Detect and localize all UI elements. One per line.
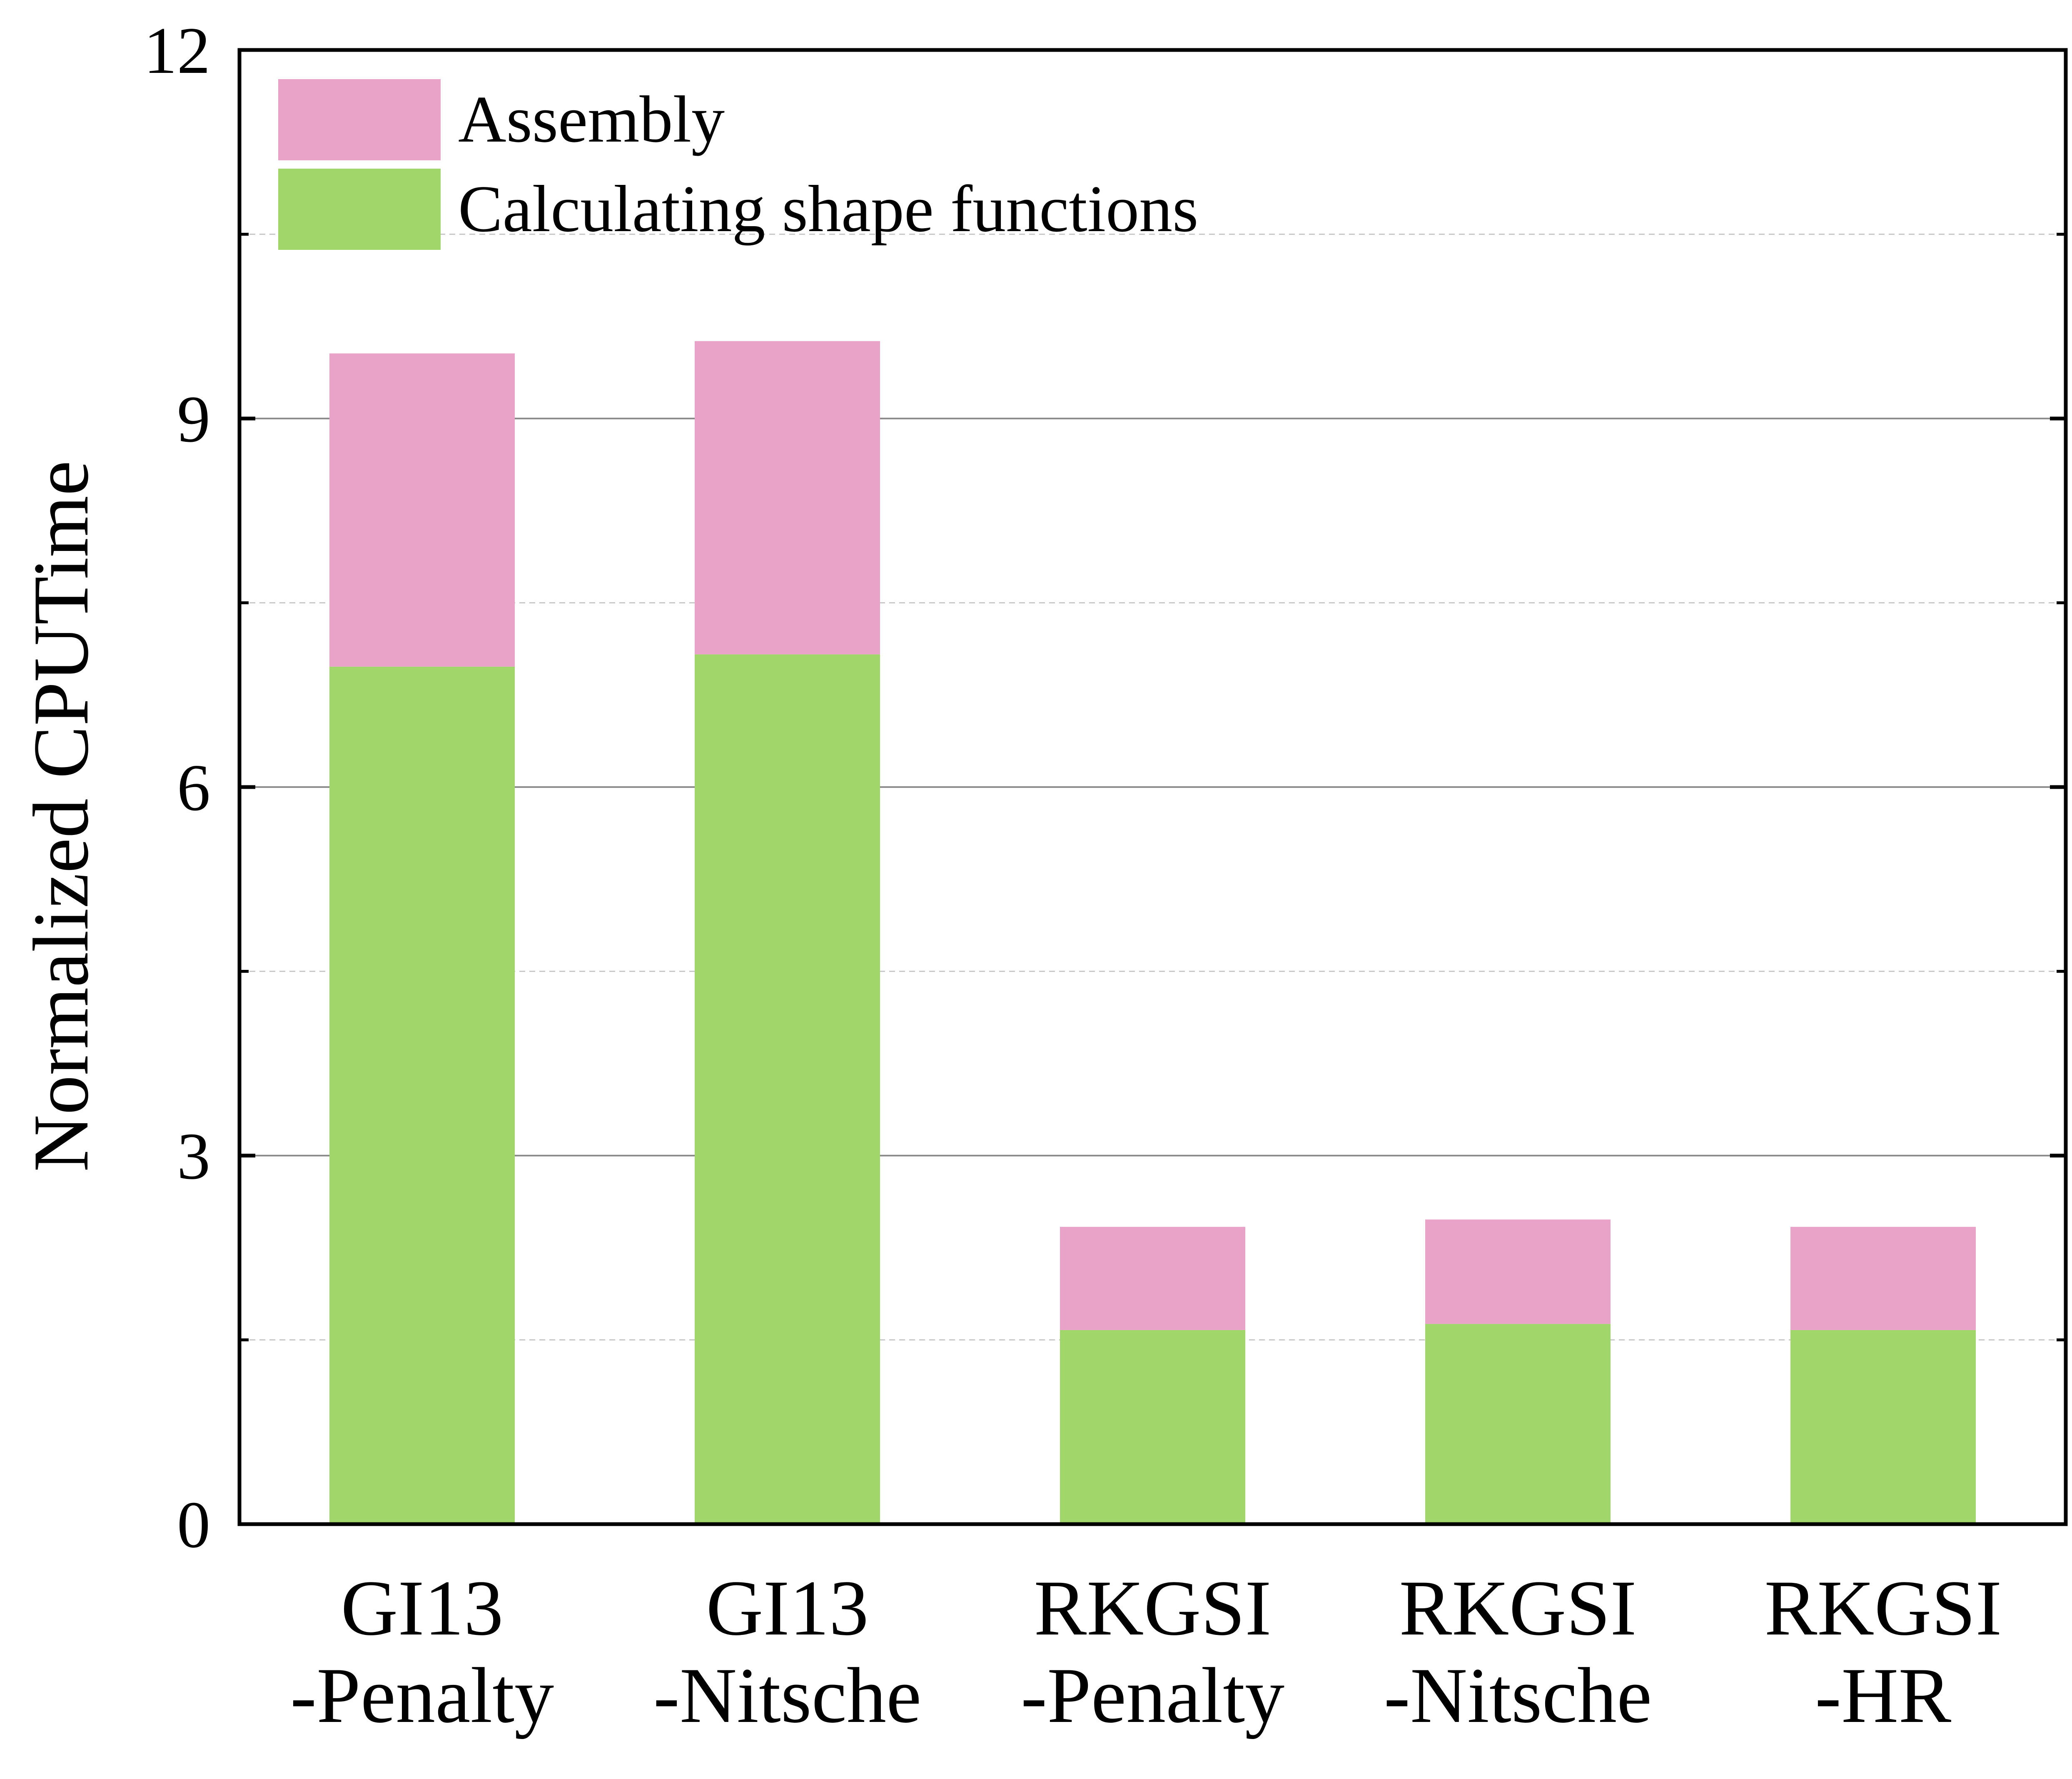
bar-segment [1425, 1324, 1611, 1524]
legend-swatch [278, 79, 441, 160]
bar-segment [1425, 1219, 1611, 1324]
x-tick-label: -Penalty [290, 1652, 554, 1739]
bar-segment [1790, 1227, 1976, 1330]
y-tick-label: 9 [177, 382, 210, 456]
legend: Assembly Calculating shape functions [278, 79, 1198, 250]
x-tick-label: -Nitsche [653, 1652, 922, 1739]
legend-label: Calculating shape functions [458, 172, 1198, 246]
bars-layer [329, 341, 1976, 1525]
x-tick-label: RKGSI [1764, 1565, 2002, 1652]
y-axis-label: Normalized CPUTime [17, 461, 105, 1172]
y-tick-label: 12 [144, 13, 210, 87]
x-tick-label: RKGSI [1399, 1565, 1636, 1652]
x-tick-label: GI13 [341, 1565, 503, 1652]
bar-segment [695, 654, 880, 1525]
legend-swatch [278, 169, 441, 250]
x-tick-label: -Nitsche [1384, 1652, 1652, 1739]
bar-segment [329, 666, 515, 1525]
axes-layer: GI13-PenaltyGI13-NitscheRKGSI-PenaltyRKG… [144, 13, 2068, 1739]
bar-segment [695, 341, 880, 655]
y-tick-label: 6 [177, 750, 210, 825]
bar-segment [1060, 1330, 1245, 1524]
bar-segment [1060, 1227, 1245, 1330]
grid-layer [239, 234, 2066, 1340]
bar-segment [1790, 1330, 1976, 1524]
legend-label: Assembly [458, 82, 725, 156]
y-tick-label: 0 [177, 1487, 210, 1562]
x-tick-label: -HR [1815, 1652, 1951, 1739]
bar-segment [329, 353, 515, 667]
x-tick-label: GI13 [706, 1565, 868, 1652]
x-tick-label: RKGSI [1034, 1565, 1271, 1652]
y-tick-label: 3 [177, 1119, 210, 1193]
x-tick-label: -Penalty [1021, 1652, 1284, 1739]
